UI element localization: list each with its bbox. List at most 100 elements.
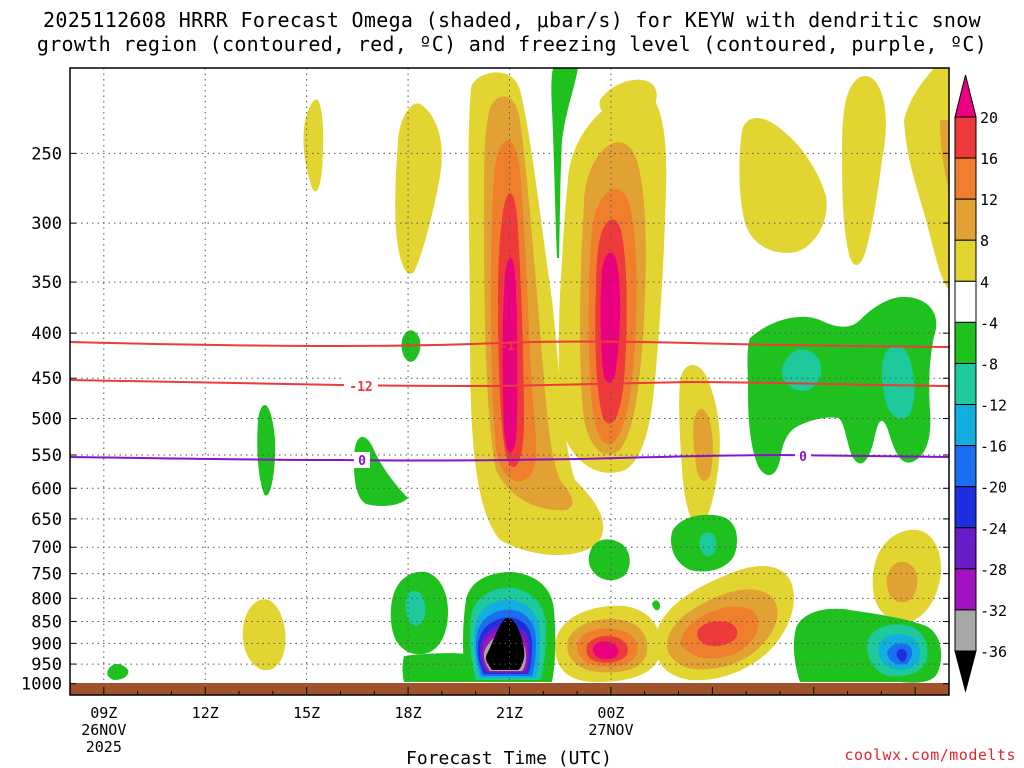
- omega-ascent-25z-lower: [793, 608, 942, 683]
- omega-shade-20: [600, 252, 621, 384]
- freezing-label-left: 0: [358, 454, 366, 469]
- y-tick-label: 450: [31, 369, 62, 389]
- omega-shade-green-streak: [551, 68, 578, 258]
- y-tick-label: 350: [31, 273, 62, 293]
- colorbar-box: [954, 321, 977, 364]
- omega-shade-4b: [599, 79, 657, 119]
- omega-descent-19z-lower: [555, 605, 661, 682]
- omega-shade-4: [904, 68, 949, 290]
- omega-shade-green: [652, 600, 660, 611]
- omega-shade-green: [588, 539, 630, 581]
- x-tick-label: 12Z: [192, 704, 219, 722]
- omega-ascent-15z: [390, 571, 466, 682]
- freezing-label-right: 0: [799, 450, 807, 465]
- contour-labels: -12 -17 0 0: [344, 339, 811, 469]
- colorbar-label: -12: [980, 397, 1007, 415]
- y-tick-label: 900: [31, 634, 62, 654]
- omega-shade-20: [592, 641, 619, 660]
- x-axis-title: Forecast Time (UTC): [406, 748, 612, 768]
- colorbar-label: 8: [980, 232, 989, 250]
- omega-shade-8: [886, 561, 918, 603]
- colorbar-label: -32: [980, 602, 1007, 620]
- omega-plume-17z: [468, 72, 604, 555]
- contour-minus17: [70, 340, 949, 348]
- y-tick-label: 500: [31, 410, 62, 430]
- omega-shade-teal: [781, 349, 822, 391]
- colorbar-label: -8: [980, 355, 998, 373]
- colorbar-box: [954, 486, 977, 529]
- colorbar: 20 16 12 8 4 -4 -8 -12 -16 -20 -24 -28 -32 -36: [954, 74, 1007, 693]
- omega-shade-4: [739, 117, 827, 253]
- colorbar-label: -4: [980, 314, 998, 332]
- colorbar-box: [954, 198, 977, 241]
- colorbar-label: -24: [980, 520, 1007, 538]
- contour-minus12: [70, 379, 949, 388]
- contour-label-minus17: -17: [500, 339, 522, 353]
- y-tick-label: 250: [31, 144, 62, 164]
- title-line-1: 2025112608 HRRR Forecast Omega (shaded, …: [43, 8, 981, 32]
- colorbar-label: 16: [980, 150, 998, 168]
- omega-shade-8: [940, 120, 949, 190]
- omega-shade-4: [303, 99, 324, 192]
- y-tick-label: 600: [31, 479, 62, 499]
- label-bg: [344, 377, 378, 393]
- omega-descent-21z-lower: [655, 565, 794, 681]
- colorbar-top-triangle: [954, 74, 977, 118]
- colorbar-box: [954, 157, 977, 200]
- colorbar-label: -16: [980, 438, 1007, 456]
- omega-shade-4: [842, 76, 886, 265]
- omega-shade-20: [502, 257, 518, 453]
- chart-title: 2025112608 HRRR Forecast Omega (shaded, …: [0, 8, 1024, 56]
- label-bg: [795, 448, 811, 464]
- omega-shade-4: [242, 599, 286, 671]
- colorbar-box: [954, 239, 977, 282]
- omega-shade-16: [697, 621, 738, 647]
- y-axis: 2503003504004505005506006507007508008509…: [21, 144, 949, 695]
- plot-area: -12 -17 0 0: [70, 68, 949, 695]
- credit-link[interactable]: coolwx.com/modelts: [844, 746, 1016, 764]
- x-tick-date: 27NOV: [588, 721, 633, 739]
- colorbar-label: -20: [980, 479, 1007, 497]
- colorbar-bottom-triangle: [954, 650, 977, 693]
- freezing-level-contour: [70, 453, 949, 462]
- y-tick-label: 950: [31, 655, 62, 675]
- x-tick-year: 2025: [86, 738, 122, 756]
- y-tick-label: 550: [31, 446, 62, 466]
- colorbar-label: -28: [980, 561, 1007, 579]
- omega-shade-teal: [405, 590, 426, 626]
- contour-label-minus12: -12: [349, 380, 372, 395]
- dendritic-contours: [70, 340, 949, 388]
- omega-ascent-core-17z: [463, 572, 556, 682]
- colorbar-box: [954, 362, 977, 406]
- omega-shade-4: [395, 103, 442, 274]
- label-bg: [354, 452, 370, 468]
- y-tick-label: 650: [31, 510, 62, 530]
- omega-shade-green: [107, 664, 129, 680]
- y-tick-label: 700: [31, 538, 62, 558]
- colorbar-box: [954, 609, 977, 652]
- omega-ascent-mid-right: [747, 296, 937, 476]
- y-tick-label: 800: [31, 589, 62, 609]
- x-tick-label: 00Z: [597, 704, 624, 722]
- y-tick-label: 300: [31, 214, 62, 234]
- colorbar-box: [954, 280, 977, 323]
- title-line-2: growth region (contoured, red, ºC) and f…: [36, 32, 988, 56]
- omega-shade-green: [257, 405, 276, 496]
- y-tick-label: 750: [31, 565, 62, 585]
- colorbar-label: 20: [980, 109, 998, 127]
- omega-plume-19z: [558, 79, 667, 473]
- colorbar-label: -36: [980, 643, 1007, 661]
- colorbar-label: 4: [980, 273, 989, 291]
- omega-shade-teal: [699, 532, 717, 557]
- x-tick-date: 26NOV: [81, 721, 126, 739]
- omega-shade-8: [693, 408, 713, 481]
- y-tick-label: 850: [31, 613, 62, 633]
- y-tick-label: 400: [31, 324, 62, 344]
- omega-shade-green: [402, 653, 466, 682]
- x-tick-label: 09Z: [90, 704, 117, 722]
- colorbar-box: [954, 116, 977, 159]
- x-tick-label: 18Z: [395, 704, 422, 722]
- omega-shade-navy: [896, 649, 907, 662]
- omega-shade-green: [747, 296, 937, 476]
